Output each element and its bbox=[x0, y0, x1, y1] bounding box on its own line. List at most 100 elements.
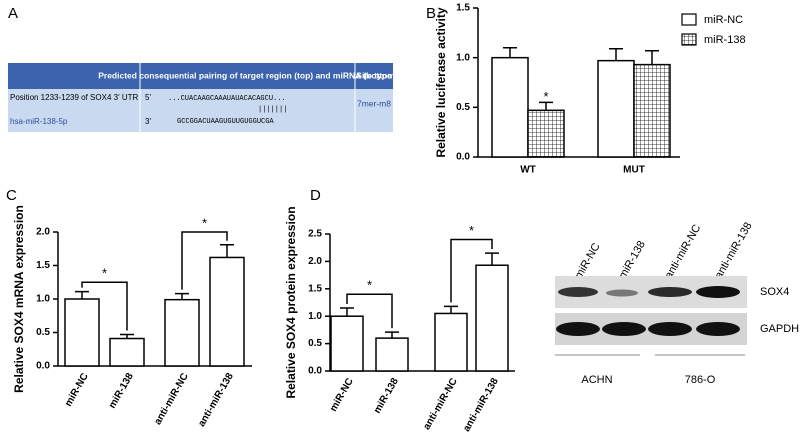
header-cell: Site type bbox=[356, 70, 392, 80]
error-bar bbox=[444, 305, 458, 314]
significance-label: * bbox=[367, 278, 372, 293]
lane-label: anti-miR-NC bbox=[663, 223, 704, 281]
legend-swatch bbox=[681, 33, 697, 46]
table-header bbox=[8, 63, 393, 89]
error-bar bbox=[175, 292, 189, 300]
significance-bracket bbox=[450, 238, 493, 303]
band-label: GAPDH bbox=[760, 323, 799, 335]
panel-label: C bbox=[6, 187, 17, 204]
y-tick-label: 1.0 bbox=[308, 311, 322, 322]
x-tick-label: anti-miR-NC bbox=[152, 371, 190, 427]
y-tick-label: 0.5 bbox=[456, 102, 470, 113]
header-cell: Predicted consequential pairing of targe… bbox=[98, 70, 398, 80]
panel-label: A bbox=[8, 5, 18, 22]
x-tick-label: anti-miR-NC bbox=[421, 376, 459, 432]
bar bbox=[475, 264, 509, 372]
row-end: 3' bbox=[145, 117, 151, 126]
y-tick-label: 0.5 bbox=[308, 338, 322, 349]
band bbox=[558, 287, 598, 297]
legend-label: miR-NC bbox=[704, 14, 743, 26]
site-type: 7mer-m8 bbox=[357, 98, 391, 108]
significance-label: * bbox=[202, 215, 207, 230]
y-tick-label: 1.5 bbox=[308, 283, 322, 294]
sequence: ...CUACAAGCAAAUAUACACAGCU... bbox=[168, 95, 286, 103]
bar bbox=[597, 59, 635, 158]
western-blot: miR-NC miR-138 anti-miR-NC anti-miR-138 … bbox=[555, 220, 799, 386]
x-tick-label: WT bbox=[520, 165, 536, 176]
legend-swatch bbox=[681, 13, 697, 26]
band bbox=[696, 286, 740, 298]
y-tick-label: 0.5 bbox=[36, 327, 50, 338]
x-tick-label: miR-138 bbox=[107, 371, 136, 411]
error-bar bbox=[503, 46, 517, 58]
annotation: * bbox=[543, 89, 548, 104]
lane-label: miR-138 bbox=[617, 239, 648, 281]
error-bar bbox=[340, 307, 354, 317]
error-bar bbox=[645, 49, 659, 65]
error-bar bbox=[220, 243, 234, 258]
lane-label: anti-miR-138 bbox=[713, 220, 755, 281]
bar bbox=[109, 337, 145, 367]
band bbox=[606, 289, 638, 297]
band bbox=[602, 322, 646, 336]
y-tick-label: 0.0 bbox=[456, 152, 470, 163]
y-tick-label: 2.0 bbox=[36, 227, 50, 238]
band bbox=[556, 322, 600, 336]
y-tick-label: 2.0 bbox=[308, 256, 322, 267]
significance-bracket bbox=[346, 293, 393, 329]
y-tick-label: 1.0 bbox=[36, 294, 50, 305]
row-end: 5' bbox=[145, 93, 151, 102]
x-tick-label: anti-miR-138 bbox=[461, 376, 501, 434]
y-axis-label: Relative SOX4 protein expression bbox=[284, 206, 298, 398]
lane-label: miR-NC bbox=[573, 241, 603, 281]
y-tick-label: 1.0 bbox=[456, 52, 470, 63]
y-axis-label: Relative luciferase activity bbox=[434, 7, 448, 157]
error-bar bbox=[385, 331, 399, 339]
bar bbox=[64, 298, 100, 367]
band bbox=[696, 322, 740, 336]
row-label: Position 1233-1239 of SOX4 3' UTR bbox=[10, 93, 138, 102]
error-bar bbox=[609, 47, 623, 61]
legend-label: miR-138 bbox=[704, 34, 746, 46]
group-label: ACHN bbox=[581, 374, 612, 386]
x-tick-label: miR-NC bbox=[63, 371, 91, 408]
bar bbox=[209, 256, 245, 367]
error-bar bbox=[75, 290, 89, 299]
y-tick-label: 1.5 bbox=[456, 3, 470, 14]
band bbox=[648, 322, 692, 336]
y-tick-label: 2.5 bbox=[308, 229, 322, 240]
significance-label: * bbox=[102, 266, 107, 281]
significance-label: * bbox=[469, 223, 474, 238]
bar bbox=[330, 315, 364, 372]
error-bar bbox=[120, 333, 134, 339]
x-tick-label: miR-138 bbox=[372, 376, 401, 416]
error-bar bbox=[485, 252, 499, 266]
pairing: ||||||| bbox=[258, 106, 287, 114]
band bbox=[648, 287, 692, 297]
y-tick-label: 0.0 bbox=[308, 366, 322, 377]
bar bbox=[491, 56, 529, 158]
sequence: GCCGGACUAAGUGUUGUGGUCGA bbox=[177, 118, 274, 126]
band-label: SOX4 bbox=[760, 286, 789, 298]
x-tick-label: anti-miR-138 bbox=[196, 371, 236, 429]
panel-label: B bbox=[426, 5, 436, 22]
table: Predicted consequential pairing of targe… bbox=[8, 63, 398, 132]
panel-label: D bbox=[310, 187, 321, 204]
group-label: 786-O bbox=[685, 374, 716, 386]
bar bbox=[527, 109, 565, 158]
table-body bbox=[8, 89, 393, 132]
bar bbox=[375, 337, 409, 372]
y-tick-label: 1.5 bbox=[36, 260, 50, 271]
bar bbox=[164, 298, 200, 367]
bar bbox=[633, 63, 671, 158]
y-axis-label: Relative SOX4 mRNA expression bbox=[12, 205, 26, 393]
significance-bracket bbox=[81, 281, 128, 331]
x-tick-label: MUT bbox=[623, 165, 645, 176]
x-tick-label: miR-NC bbox=[328, 376, 356, 413]
bar bbox=[434, 312, 468, 372]
y-tick-label: 0.0 bbox=[36, 361, 50, 372]
row-label: hsa-miR-138-5p bbox=[10, 117, 68, 126]
error-bar bbox=[539, 101, 553, 111]
significance-bracket bbox=[181, 231, 228, 290]
